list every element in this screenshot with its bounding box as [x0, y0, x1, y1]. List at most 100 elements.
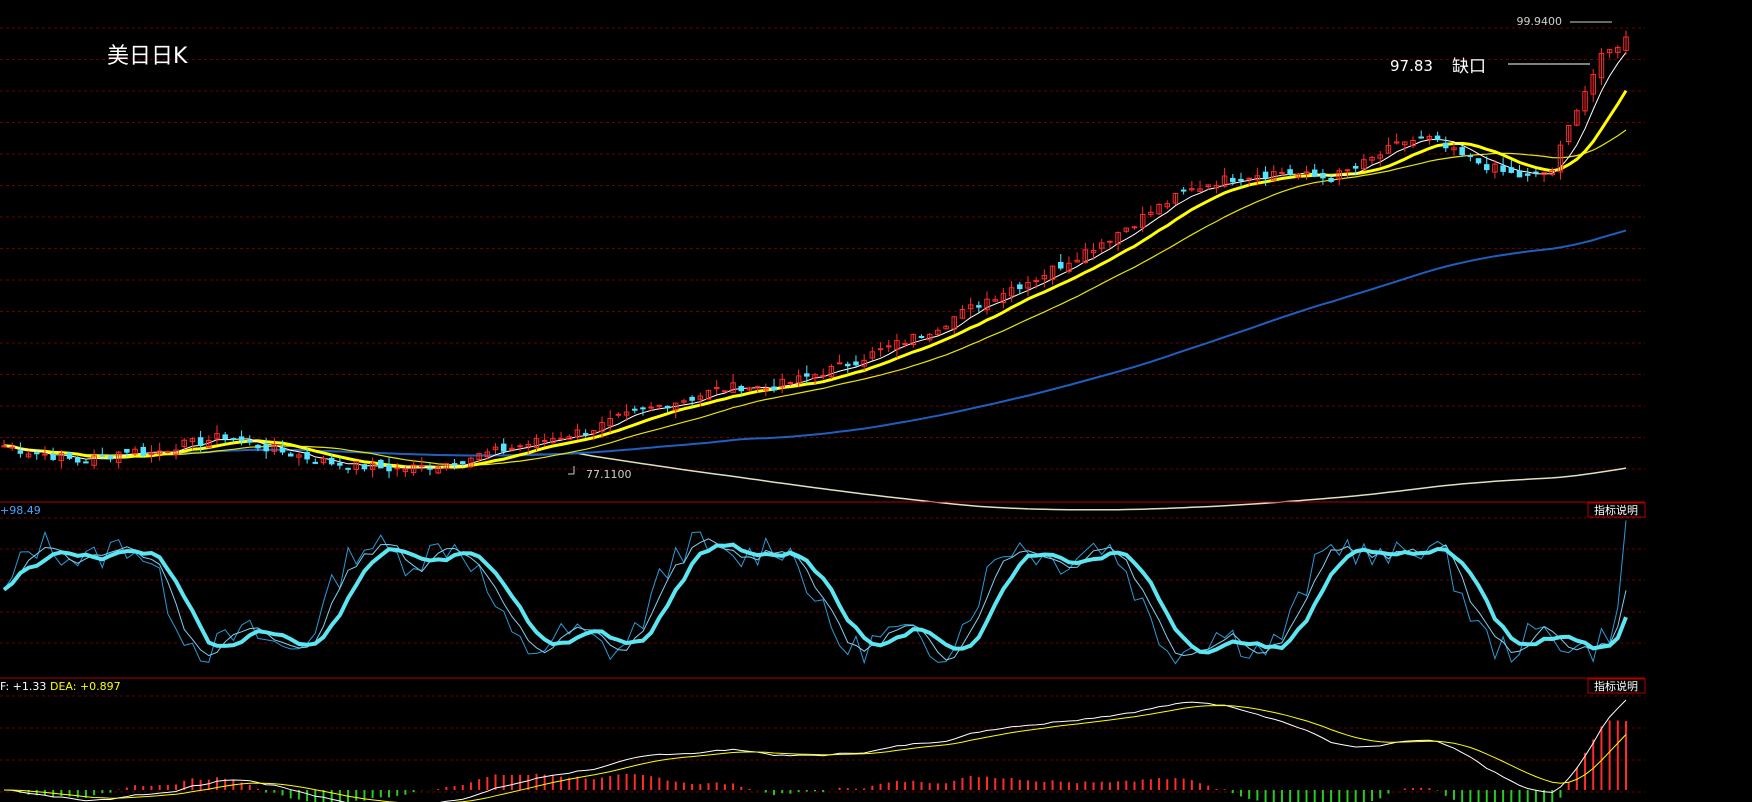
- candle: [951, 316, 958, 330]
- macd-grid: [0, 695, 1645, 793]
- candle: [1270, 171, 1277, 181]
- candle: [165, 450, 171, 453]
- candle: [918, 335, 925, 338]
- candle: [640, 407, 646, 410]
- candle: [509, 447, 515, 450]
- candle: [279, 447, 286, 453]
- macd-dif-value: F: +1.33: [0, 680, 46, 693]
- candle: [1549, 170, 1556, 176]
- candle: [959, 309, 966, 319]
- candle: [206, 439, 212, 448]
- candle: [1017, 284, 1023, 290]
- candle: [304, 451, 310, 460]
- candle: [885, 345, 892, 348]
- candle: [525, 443, 532, 447]
- candle: [156, 450, 163, 455]
- candle: [500, 443, 507, 452]
- candle: [1311, 169, 1318, 177]
- candle: [1254, 175, 1261, 181]
- oscillator-explain-button[interactable]: 指标说明: [1587, 502, 1646, 518]
- candle: [1434, 135, 1441, 141]
- candle: [1049, 265, 1056, 280]
- candle: [533, 438, 540, 448]
- candle: [1336, 170, 1343, 180]
- candle: [492, 446, 499, 451]
- oscillator-fast-line: [3, 520, 1627, 665]
- candle: [984, 298, 990, 311]
- candle: [378, 459, 384, 469]
- candle: [1287, 169, 1293, 175]
- candle: [599, 422, 605, 432]
- candle: [1598, 52, 1605, 79]
- candle: [247, 440, 253, 443]
- candle: [476, 453, 482, 460]
- candle: [902, 343, 908, 346]
- candle: [427, 467, 433, 470]
- gap-value: 97.83: [1390, 57, 1433, 75]
- candle: [1344, 169, 1351, 172]
- candle: [320, 458, 327, 464]
- chart-title: 美日日K: [107, 44, 188, 69]
- candle: [836, 362, 843, 365]
- candle: [337, 462, 343, 466]
- candle: [1492, 163, 1498, 173]
- candle: [1164, 203, 1171, 208]
- candle: [1041, 274, 1048, 280]
- candle: [1221, 175, 1228, 187]
- candle: [435, 466, 441, 474]
- candle: [1606, 49, 1613, 54]
- candle: [50, 454, 56, 460]
- macd-dea-line: [3, 704, 1627, 802]
- ma10-line: [3, 89, 1628, 469]
- macd-explain-button[interactable]: 指标说明: [1587, 678, 1646, 694]
- candle: [34, 452, 40, 455]
- candle: [1565, 124, 1572, 143]
- candle: [459, 461, 466, 465]
- candle: [992, 299, 998, 302]
- candle: [1467, 155, 1474, 158]
- candle: [42, 453, 48, 456]
- main-grid: [0, 27, 1645, 470]
- candle: [517, 445, 523, 448]
- candle: [787, 382, 794, 385]
- ma120-line: [3, 445, 1627, 511]
- candle: [1500, 165, 1506, 172]
- candle: [1516, 170, 1523, 178]
- candle: [1189, 188, 1195, 191]
- candle: [230, 438, 237, 441]
- candle: [697, 395, 704, 400]
- candle: [140, 446, 147, 456]
- candle: [58, 453, 65, 462]
- candle: [1615, 46, 1621, 53]
- high-label: 99.9400: [1517, 15, 1563, 28]
- candle: [812, 374, 818, 379]
- candle: [1295, 173, 1302, 178]
- candle: [664, 405, 671, 409]
- candle: [582, 433, 589, 436]
- candle: [361, 464, 368, 470]
- candle: [1074, 259, 1080, 263]
- candle: [1475, 158, 1482, 164]
- candle: [894, 340, 900, 350]
- candle: [9, 446, 15, 449]
- candle: [713, 387, 720, 390]
- candle: [754, 385, 761, 389]
- candle: [17, 450, 24, 454]
- candle: [197, 437, 204, 447]
- candle: [1508, 167, 1515, 173]
- candle: [877, 348, 884, 351]
- candle: [328, 457, 335, 465]
- oscillator-explain-label: 指标说明: [1594, 503, 1638, 517]
- candle: [74, 457, 81, 463]
- candle: [484, 451, 491, 458]
- high-annotation: 99.9400: [1517, 15, 1612, 28]
- candle: [1180, 189, 1187, 192]
- candle: [1205, 184, 1211, 187]
- candle: [558, 437, 564, 440]
- candle: [1279, 172, 1285, 175]
- candle: [1230, 177, 1236, 183]
- candle: [976, 305, 982, 308]
- candle: [820, 374, 826, 377]
- candle: [1328, 177, 1334, 182]
